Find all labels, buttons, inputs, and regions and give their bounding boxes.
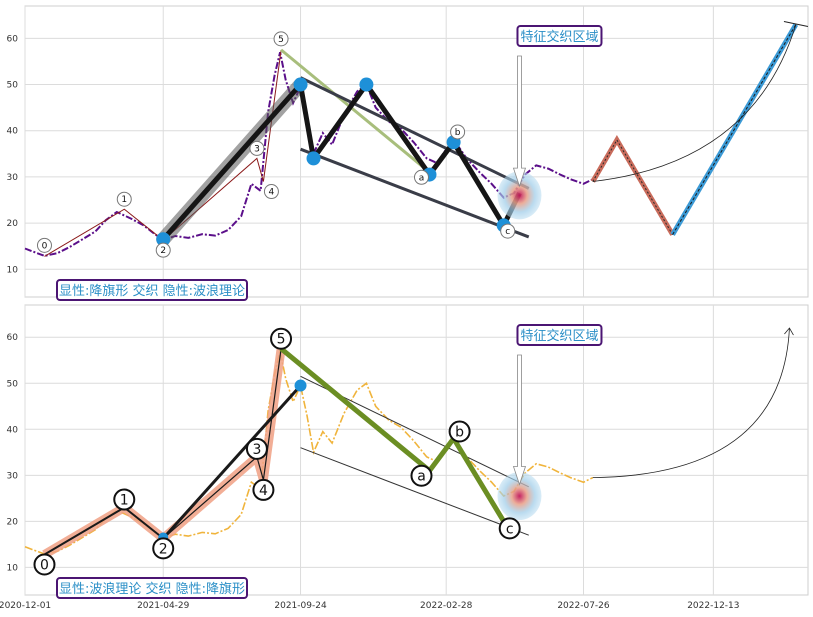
wave-label-circle bbox=[152, 537, 175, 560]
annotation-box bbox=[516, 324, 603, 346]
wave-label-circle bbox=[263, 184, 279, 200]
y-tick-label: 60 bbox=[7, 333, 19, 343]
wave-label: a bbox=[419, 173, 425, 183]
y-tick-label: 10 bbox=[7, 563, 19, 573]
wave-label-circle bbox=[33, 553, 56, 576]
wave-label: b bbox=[455, 128, 461, 138]
y-tick-label: 10 bbox=[7, 265, 19, 275]
correction-wave-line bbox=[279, 346, 506, 523]
y-tick-label: 20 bbox=[7, 219, 19, 229]
x-tick-label: 2022-07-26 bbox=[557, 601, 610, 611]
wave-label: 2 bbox=[159, 541, 168, 557]
x-tick-label: 2022-02-28 bbox=[420, 601, 473, 611]
pivot-marker bbox=[156, 232, 171, 247]
y-tick-label: 20 bbox=[7, 517, 19, 527]
wave-label: 1 bbox=[121, 195, 127, 205]
wave-label-circle bbox=[450, 124, 466, 140]
wave-label: 5 bbox=[278, 35, 284, 45]
highlight-zone bbox=[497, 472, 542, 521]
wave-label-circle bbox=[448, 420, 471, 443]
x-tick-label: 2022-12-13 bbox=[687, 601, 739, 611]
x-tick-label: 2020-12-01 bbox=[0, 601, 51, 611]
wave-label: 1 bbox=[120, 493, 129, 509]
pattern-legend-box bbox=[56, 279, 248, 301]
wave-label: 0 bbox=[40, 557, 49, 573]
wave-label-circle bbox=[270, 327, 293, 350]
wave-label-circle bbox=[498, 517, 521, 540]
wave-label-circle bbox=[36, 237, 52, 253]
pattern-legend-text: 显性:波浪理论 交织 隐性:降旗形 bbox=[59, 581, 245, 597]
wave-label-circle bbox=[116, 191, 132, 207]
wave-label-circle bbox=[273, 31, 289, 47]
annotation-box bbox=[516, 25, 603, 47]
annotation-arrow bbox=[512, 354, 527, 486]
impulse-line-end bbox=[162, 348, 282, 539]
y-tick-label: 40 bbox=[7, 127, 19, 137]
wave-label: 5 bbox=[277, 332, 286, 348]
y-tick-label: 30 bbox=[7, 173, 19, 183]
flag-lower-line bbox=[299, 147, 530, 239]
wave-label: 2 bbox=[160, 246, 166, 256]
wave-label-circle bbox=[113, 488, 136, 511]
pivot-marker bbox=[293, 77, 308, 92]
pole-line bbox=[162, 384, 302, 540]
wave-label: c bbox=[505, 227, 510, 237]
projection-cap bbox=[783, 20, 809, 27]
y-tick-label: 50 bbox=[7, 379, 19, 389]
impulse-wave-line bbox=[44, 49, 282, 257]
flag-lower-line bbox=[300, 447, 529, 536]
wave-label: a bbox=[417, 469, 426, 485]
y-tick-label: 50 bbox=[7, 81, 19, 91]
wave-label: b bbox=[455, 424, 464, 440]
projection-curve bbox=[592, 327, 790, 479]
y-tick-label: 30 bbox=[7, 471, 19, 481]
pattern-legend-box bbox=[56, 577, 248, 599]
wave-label: 3 bbox=[252, 442, 261, 458]
annotation-text: 特征交织区域 bbox=[520, 29, 598, 45]
annotation-arrow bbox=[512, 55, 527, 188]
wave-label-circle bbox=[413, 169, 429, 185]
wave-label-circle bbox=[252, 478, 275, 501]
projection-down-dash bbox=[592, 139, 674, 235]
flag-structure-line bbox=[161, 82, 522, 241]
correction-wave-line bbox=[280, 48, 431, 174]
wave-label: 4 bbox=[269, 188, 275, 198]
wave-label-circle bbox=[155, 242, 171, 258]
wave-label: c bbox=[506, 521, 514, 537]
wave-label: 3 bbox=[254, 144, 260, 154]
projection-up-dash bbox=[672, 24, 797, 235]
flag-upper-line bbox=[299, 76, 530, 190]
x-tick-label: 2021-04-29 bbox=[137, 601, 190, 611]
wave-label-circle bbox=[410, 464, 433, 487]
price-series-line bbox=[24, 51, 594, 257]
wave-label-circle bbox=[500, 223, 516, 239]
wave-label: 0 bbox=[42, 241, 48, 251]
wave-label: 4 bbox=[259, 483, 268, 499]
projection-arrowhead bbox=[784, 327, 794, 336]
plot-area bbox=[24, 304, 809, 596]
highlight-zone bbox=[497, 171, 542, 220]
pivot-marker bbox=[359, 77, 374, 92]
pivot-marker bbox=[306, 151, 321, 166]
x-tick-label: 2021-09-24 bbox=[274, 601, 327, 611]
plot-area bbox=[24, 5, 809, 298]
wave-label-circle bbox=[245, 437, 268, 460]
pattern-legend-text: 显性:降旗形 交织 隐性:波浪理论 bbox=[59, 283, 245, 299]
pivot-marker bbox=[294, 379, 307, 392]
projection-curve bbox=[592, 24, 797, 182]
y-tick-label: 40 bbox=[7, 425, 19, 435]
annotation-text: 特征交织区域 bbox=[520, 328, 598, 344]
y-tick-label: 60 bbox=[7, 34, 19, 44]
wave-label-circle bbox=[249, 140, 265, 156]
